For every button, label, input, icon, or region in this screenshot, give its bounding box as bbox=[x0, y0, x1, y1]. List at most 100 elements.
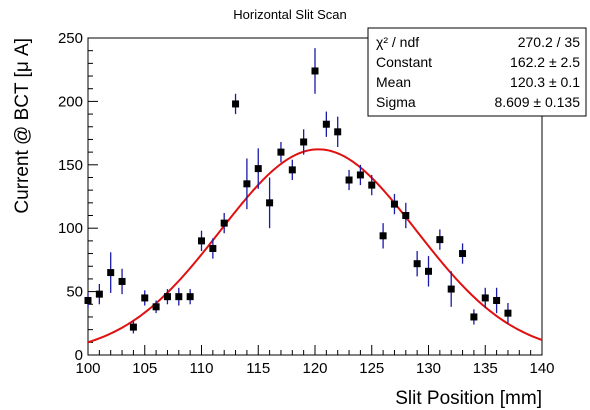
data-point bbox=[129, 320, 137, 334]
data-marker bbox=[186, 293, 194, 301]
data-marker bbox=[107, 269, 115, 277]
x-tick-label: 115 bbox=[246, 360, 270, 377]
stats-value: 8.609 ± 0.135 bbox=[494, 94, 580, 110]
data-point bbox=[447, 271, 455, 307]
plot-area: 100 105 110 115 120 125 130 135 140 0 50 100 150 200… bbox=[58, 30, 555, 377]
data-marker bbox=[84, 296, 92, 304]
data-marker bbox=[129, 323, 137, 331]
y-axis-title: Current @ BCT [μ A] bbox=[12, 38, 33, 214]
data-marker bbox=[481, 294, 489, 302]
stats-label: Mean bbox=[376, 74, 411, 90]
stats-value: 162.2 ± 2.5 bbox=[510, 54, 580, 70]
data-point bbox=[84, 292, 92, 309]
data-marker bbox=[459, 250, 467, 258]
data-marker bbox=[447, 285, 455, 293]
data-marker bbox=[334, 128, 342, 136]
data-point bbox=[345, 169, 353, 191]
data-point bbox=[413, 251, 421, 277]
data-point bbox=[175, 287, 183, 306]
data-point bbox=[368, 174, 376, 196]
data-point bbox=[277, 141, 285, 163]
data-point bbox=[459, 243, 467, 264]
data-point bbox=[209, 238, 217, 259]
data-marker bbox=[379, 232, 387, 240]
data-marker bbox=[470, 313, 478, 321]
data-marker bbox=[322, 120, 330, 128]
data-marker bbox=[345, 176, 353, 184]
data-marker bbox=[300, 138, 308, 146]
data-marker bbox=[266, 199, 274, 207]
data-marker bbox=[243, 180, 251, 188]
data-marker bbox=[220, 219, 228, 227]
fit-layer bbox=[87, 148, 543, 344]
x-tick-label: 125 bbox=[359, 360, 384, 377]
data-point bbox=[481, 287, 489, 309]
data-marker bbox=[390, 200, 398, 208]
data-marker bbox=[368, 181, 376, 189]
data-marker bbox=[425, 267, 432, 275]
stats-label: Sigma bbox=[376, 94, 416, 110]
x-tick-label: 130 bbox=[416, 360, 441, 377]
x-tick-label: 100 bbox=[75, 360, 100, 377]
data-point bbox=[141, 290, 149, 306]
y-tick-label: 150 bbox=[58, 157, 83, 174]
data-marker bbox=[356, 171, 364, 179]
data-point bbox=[493, 287, 501, 314]
stats-box-frame bbox=[367, 27, 587, 117]
data-point bbox=[288, 159, 296, 181]
data-marker bbox=[232, 100, 240, 108]
data-marker bbox=[402, 212, 410, 220]
stats-label: χ² / ndf bbox=[376, 34, 419, 50]
x-tick-label: 120 bbox=[302, 360, 327, 377]
data-point bbox=[425, 256, 432, 287]
data-point bbox=[152, 300, 160, 314]
data-point bbox=[266, 177, 274, 229]
data-point bbox=[311, 48, 319, 94]
y-tick-label: 250 bbox=[58, 30, 83, 47]
fit-curve bbox=[87, 148, 543, 344]
x-tick-label: 135 bbox=[473, 360, 498, 377]
data-point bbox=[243, 158, 251, 210]
stats-rows: χ² / ndf 270.2 / 35 Constant 162.2 ± 2.5 Mea… bbox=[376, 34, 580, 110]
chart-title: Horizontal Slit Scan bbox=[233, 7, 346, 22]
y-axis-tick-labels: 0 50 100 150 200 250 bbox=[58, 30, 83, 364]
data-marker bbox=[254, 165, 262, 173]
x-tick-label: 105 bbox=[132, 360, 157, 377]
x-tick-label: 110 bbox=[190, 360, 214, 377]
y-tick-label: 100 bbox=[58, 220, 83, 237]
data-point bbox=[356, 164, 364, 186]
y-tick-label: 200 bbox=[58, 93, 83, 110]
data-marker bbox=[413, 260, 421, 268]
data-point bbox=[402, 202, 410, 229]
data-marker bbox=[141, 294, 149, 302]
data-marker bbox=[175, 293, 183, 301]
x-axis-title: Slit Position [mm] bbox=[395, 388, 542, 409]
data-point bbox=[379, 223, 387, 249]
data-point bbox=[334, 116, 342, 148]
x-axis-tick-labels: 100 105 110 115 120 125 130 135 140 bbox=[75, 360, 554, 377]
data-marker bbox=[198, 237, 205, 245]
data-point bbox=[470, 309, 478, 325]
data-point bbox=[163, 289, 171, 305]
stats-value: 270.2 / 35 bbox=[518, 34, 580, 50]
data-point bbox=[390, 193, 398, 215]
data-marker bbox=[118, 277, 126, 285]
stats-box: χ² / ndf 270.2 / 35 Constant 162.2 ± 2.5 Mea… bbox=[367, 27, 587, 117]
data-marker bbox=[288, 166, 296, 174]
x-tick-label: 140 bbox=[529, 360, 554, 377]
data-marker bbox=[163, 293, 171, 301]
y-tick-label: 0 bbox=[75, 347, 83, 364]
data-point bbox=[107, 252, 115, 293]
stats-value: 120.3 ± 0.1 bbox=[510, 74, 580, 90]
data-point bbox=[118, 268, 126, 295]
data-point bbox=[198, 230, 205, 252]
data-point bbox=[254, 148, 262, 189]
data-point bbox=[504, 303, 512, 324]
data-marker bbox=[493, 296, 501, 304]
data-point bbox=[322, 111, 330, 137]
data-point bbox=[436, 229, 444, 250]
data-marker bbox=[209, 244, 217, 252]
data-point bbox=[232, 93, 240, 115]
data-point bbox=[186, 289, 194, 305]
